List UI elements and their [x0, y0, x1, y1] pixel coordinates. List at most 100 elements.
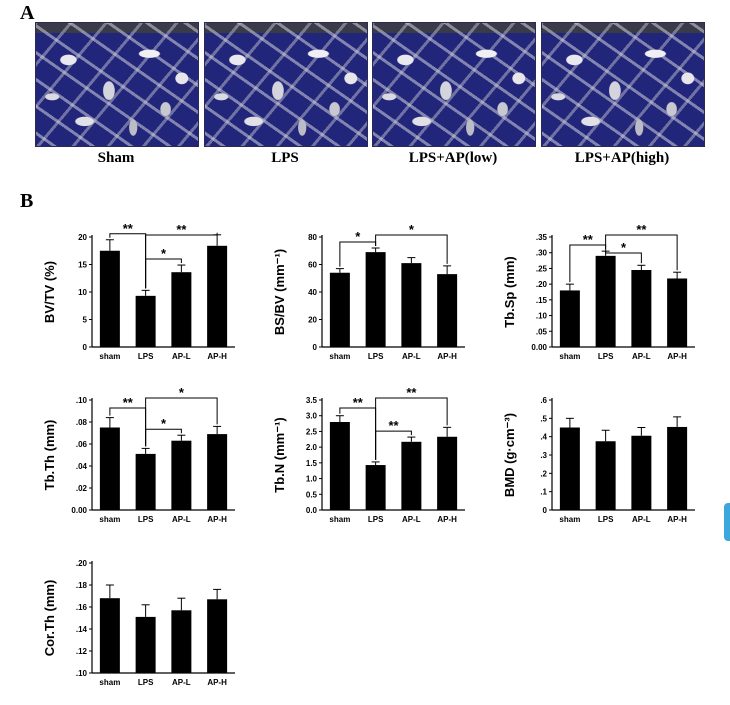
- microct-image-lps: [204, 22, 368, 147]
- y-tick-label: 0.5: [306, 490, 318, 499]
- microct-image-lps-ap-high: [541, 22, 705, 147]
- significance-label: **: [388, 418, 399, 433]
- y-tick-label: .35: [536, 233, 548, 242]
- chart-cor-th: .10 .12 .14 .16 .18 .20 Cor.Th (mm) sham LPS AP-L…: [42, 559, 235, 687]
- bar: [99, 250, 120, 347]
- y-tick-label: 60: [308, 261, 317, 270]
- x-tick-label: AP-L: [402, 515, 421, 524]
- significance-bracket: [605, 249, 642, 264]
- x-tick-label: AP-L: [172, 515, 191, 524]
- significance-label: **: [176, 222, 187, 237]
- microct-caption-lps-ap-low: LPS+AP(low): [408, 150, 498, 166]
- x-tick-label: AP-H: [437, 352, 457, 361]
- y-tick-label: 5: [83, 316, 88, 325]
- significance-bracket: [605, 234, 678, 271]
- microct-image-sham: [35, 22, 199, 147]
- y-tick-label: .1: [540, 488, 547, 497]
- bar: [631, 435, 652, 510]
- significance-label: *: [161, 246, 167, 261]
- significance-label: **: [636, 222, 647, 237]
- significance-bracket: [375, 430, 412, 460]
- bar: [207, 434, 228, 510]
- chart-tb-th: 0.00 .02 .04 .06 .08 .10 Tb.Th (mm) sham LPS AP-L…: [42, 385, 235, 524]
- y-tick-label: .3: [540, 451, 547, 460]
- significance-label: *: [621, 240, 627, 255]
- bar: [437, 274, 458, 347]
- bar: [667, 426, 688, 510]
- y-tick-label: .16: [76, 603, 88, 612]
- microct-caption-lps-ap-high: LPS+AP(high): [574, 150, 670, 166]
- microct-caption-lps: LPS: [271, 150, 299, 166]
- y-tick-label: 0.00: [531, 343, 547, 352]
- bar: [401, 441, 422, 510]
- significance-label: **: [123, 395, 134, 410]
- y-tick-label: 0.00: [71, 506, 87, 515]
- bar: [207, 599, 228, 673]
- y-tick-label: 0: [543, 506, 548, 515]
- x-tick-label: sham: [329, 515, 350, 524]
- significance-label: *: [179, 385, 185, 400]
- x-tick-label: LPS: [138, 678, 154, 687]
- x-tick-label: sham: [559, 352, 580, 361]
- panel-b-label: B: [20, 190, 34, 212]
- y-tick-label: .10: [76, 396, 88, 405]
- chart-tb-sp: 0.00 .05 .10 .15 .20 .25 .30 .35 Tb.Sp (mm) sham L…: [502, 222, 695, 361]
- x-tick-label: AP-H: [207, 678, 227, 687]
- x-tick-label: LPS: [368, 515, 384, 524]
- y-tick-label: 80: [308, 233, 317, 242]
- significance-bracket: [145, 397, 218, 447]
- significance-bracket: [145, 258, 182, 289]
- x-tick-label: sham: [99, 352, 120, 361]
- y-tick-label: 40: [308, 288, 317, 297]
- y-axis-label: Tb.Sp (mm): [502, 256, 517, 328]
- y-tick-label: .2: [540, 469, 547, 478]
- y-tick-label: .06: [76, 440, 88, 449]
- x-tick-label: sham: [329, 352, 350, 361]
- y-tick-label: 1.5: [306, 459, 318, 468]
- significance-label: **: [406, 385, 417, 400]
- x-tick-label: AP-H: [667, 515, 687, 524]
- x-tick-label: AP-L: [172, 678, 191, 687]
- significance-label: **: [123, 221, 134, 236]
- microct-image-lps-ap-low: [372, 22, 536, 147]
- y-axis-label: Tb.N (mm⁻¹): [272, 417, 287, 492]
- x-tick-label: AP-H: [207, 515, 227, 524]
- bar: [329, 272, 350, 347]
- y-tick-label: .02: [76, 484, 88, 493]
- y-tick-label: 2.0: [306, 443, 318, 452]
- significance-bracket: [145, 428, 182, 447]
- bar: [207, 245, 228, 347]
- y-tick-label: .04: [76, 462, 88, 471]
- x-tick-label: AP-L: [632, 352, 651, 361]
- bar: [437, 436, 458, 510]
- bar: [365, 252, 386, 347]
- y-tick-label: .20: [536, 280, 548, 289]
- y-tick-label: .10: [76, 669, 88, 678]
- x-tick-label: AP-H: [667, 352, 687, 361]
- bar: [135, 616, 156, 673]
- y-axis-label: BS/BV (mm⁻¹): [272, 249, 287, 335]
- y-tick-label: 3.5: [306, 396, 318, 405]
- bar: [365, 465, 386, 510]
- side-panel-tab[interactable]: [724, 503, 730, 541]
- y-tick-label: 0.0: [306, 506, 318, 515]
- y-tick-label: .4: [540, 433, 547, 442]
- x-tick-label: LPS: [598, 352, 614, 361]
- significance-label: *: [355, 229, 361, 244]
- bar: [401, 263, 422, 347]
- x-tick-label: LPS: [598, 515, 614, 524]
- y-axis-label: BV/TV (%): [42, 261, 57, 323]
- chart-bmd: 0 .1 .2 .3 .4 .5 .6 BMD (g·cm⁻³) sham LPS AP-L AP-H: [502, 396, 695, 524]
- bar: [99, 427, 120, 510]
- chart-tb-n: 0.0 0.5 1.0 1.5 2.0 2.5 3.0 3.5 Tb.N (mm⁻¹) sham L…: [272, 385, 465, 524]
- y-tick-label: 3.0: [306, 412, 318, 421]
- significance-label: *: [161, 416, 167, 431]
- y-tick-label: .5: [540, 414, 547, 423]
- x-tick-label: AP-L: [402, 352, 421, 361]
- bar: [595, 441, 616, 510]
- y-axis-label: BMD (g·cm⁻³): [502, 413, 517, 497]
- y-tick-label: .25: [536, 264, 548, 273]
- x-tick-label: sham: [559, 515, 580, 524]
- y-tick-label: .15: [536, 296, 548, 305]
